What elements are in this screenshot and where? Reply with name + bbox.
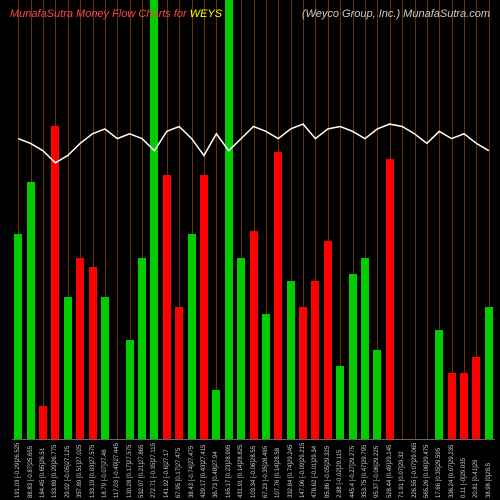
- volume-bar: [212, 390, 220, 440]
- x-tick-label: 272.71 [-0.35]27.115: [151, 443, 157, 498]
- x-tick-label: 353.75 [0.47]29.795: [362, 445, 368, 498]
- x-tick-label: 29.02 [-0.05]27.125: [65, 446, 71, 498]
- x-tick-label: 184.45 [0.65]26.51: [40, 448, 46, 498]
- volume-bar: [138, 258, 146, 440]
- volume-bar: [39, 406, 47, 439]
- x-tick-label: 2.88 [-0.02]29.115: [337, 450, 343, 498]
- volume-bar: [448, 373, 456, 439]
- volume-bar: [126, 340, 134, 439]
- volume-bar: [287, 281, 295, 439]
- x-tick-label: 67.23 [-0.35]28.495: [263, 446, 269, 498]
- x-tick-label: 332.84 [0.74]29.245: [288, 445, 294, 498]
- x-tick-label: 478.62 [-0.01]29.34: [312, 446, 318, 498]
- x-tick-label: 88.83 [-0.87]25.655: [28, 446, 34, 498]
- volume-bar: [336, 366, 344, 439]
- volume-bar: [14, 234, 22, 439]
- volume-bar: [361, 258, 369, 440]
- x-tick-label: 107.76 [0.14]28.58: [275, 448, 281, 498]
- x-tick-label: 357.89 [0.51]27.025: [77, 445, 83, 498]
- x-tick-label: 130.28 [0.17]27.575: [127, 445, 133, 498]
- volume-bar: [324, 241, 332, 439]
- x-tick-label: 528.44 [0.49]29.145: [387, 445, 393, 498]
- volume-bar: [472, 357, 480, 440]
- gridline: [402, 0, 403, 439]
- x-tick-label: 336.24 [0.07]29.235: [449, 445, 455, 498]
- volume-bar: [89, 267, 97, 439]
- volume-bar: [250, 231, 258, 439]
- x-tick-label: 226.55 [-0.07]29.065: [412, 443, 418, 498]
- volume-bar: [150, 0, 158, 439]
- chart-area: [12, 0, 495, 440]
- volume-bar: [262, 314, 270, 439]
- x-tick-label: 67.95 [0.17]27.475: [176, 448, 182, 498]
- gridline: [117, 0, 118, 439]
- volume-bar: [435, 330, 443, 439]
- volume-bar: [200, 175, 208, 439]
- header-company: (Weyco Group, Inc.): [302, 8, 403, 20]
- x-tick-label: 17.66 [0.35]29.595: [436, 448, 442, 498]
- volume-bar: [101, 297, 109, 439]
- x-tick-label: 431.91 [0.14]28.825: [238, 445, 244, 498]
- x-tick-label: 133.19 [0.03]27.575: [90, 445, 96, 498]
- volume-bar: [76, 258, 84, 440]
- header-ticker: WEYS: [190, 8, 222, 20]
- volume-bar: [51, 126, 59, 440]
- x-tick-label: 445.4 [-0.27]29.275: [350, 446, 356, 498]
- volume-bar: [274, 152, 282, 439]
- x-tick-label: 18.79 [-0.07]27.46: [102, 449, 108, 498]
- x-tick-label: 85.86 [-0.05]29.325: [325, 446, 331, 498]
- volume-bar: [349, 274, 357, 439]
- volume-bar: [311, 281, 319, 439]
- x-axis-labels: 191.03 [-0.29]26.525 88.83 [-0.87]25.655 1…: [12, 440, 495, 500]
- volume-bar: [27, 182, 35, 439]
- x-tick-label: 117.03 [-0.49]27.445: [114, 443, 120, 498]
- x-tick-label: 429.17 [0.43]27.415: [201, 445, 207, 498]
- header-right: (Weyco Group, Inc.) MunafaSutra.com: [302, 8, 490, 20]
- header-site: MunafaSutra.com: [403, 8, 490, 20]
- x-tick-label: 38.98 [0]28.5: [486, 463, 492, 498]
- x-tick-label: 191.03 [-0.29]26.525: [15, 443, 21, 498]
- chart-header: MunafaSutra Money Flow Charts for WEYS (…: [0, 8, 500, 20]
- volume-bar: [386, 159, 394, 440]
- x-tick-label: 71.91 [0.07]29.32: [399, 451, 405, 498]
- gridline: [415, 0, 416, 439]
- x-tick-label: 103.34 [-0.06]28.55: [251, 446, 257, 498]
- volume-bar: [299, 307, 307, 439]
- x-tick-label: 165.17 [0.23]28.995: [226, 445, 232, 498]
- header-prefix: MunafaSutra Money Flow Charts for: [10, 8, 190, 20]
- volume-bar: [163, 175, 171, 439]
- x-tick-label: 147.06 [-0.09]29.215: [300, 443, 306, 498]
- gridline: [43, 0, 44, 439]
- x-tick-label: 532.07 [0.21]27.865: [139, 445, 145, 498]
- gridline: [427, 0, 428, 439]
- volume-bar: [485, 307, 493, 439]
- x-tick-label: 0.11 [-0]29.035: [461, 458, 467, 498]
- volume-bar: [188, 234, 196, 439]
- x-tick-label: 133.89 [0.29]26.775: [52, 445, 58, 498]
- volume-bar: [175, 307, 183, 439]
- header-left: MunafaSutra Money Flow Charts for WEYS: [10, 8, 222, 20]
- x-tick-label: 20.81 [0.41]29: [473, 460, 479, 498]
- x-tick-label: 95.37 [-0.06]29.225: [374, 446, 380, 498]
- volume-bar: [237, 258, 245, 440]
- volume-bar: [460, 373, 468, 439]
- x-tick-label: 36.73 [0.48]27.94: [213, 451, 219, 498]
- x-tick-label: 38.43 [-0.74]27.475: [189, 446, 195, 498]
- volume-bar: [225, 0, 233, 439]
- volume-bar: [373, 350, 381, 439]
- x-tick-label: 141.92 [-0.6]27.17: [164, 449, 170, 498]
- volume-bar: [64, 297, 72, 439]
- gridline: [216, 0, 217, 439]
- x-tick-label: 565.26 [0.06]29.475: [424, 445, 430, 498]
